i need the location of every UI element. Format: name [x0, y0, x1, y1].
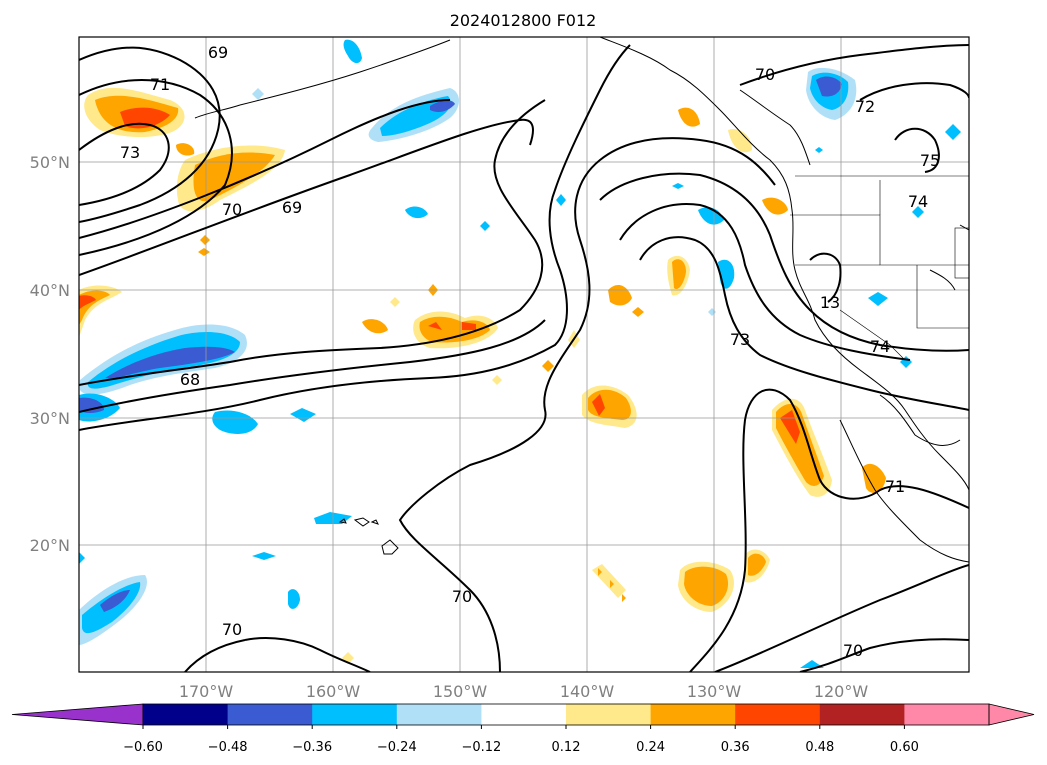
colorbar-bin [566, 704, 652, 725]
contour-label: 70 [222, 620, 242, 639]
colorbar-bin [227, 704, 313, 725]
contour-label: 68 [180, 370, 200, 389]
contour-label: 70 [755, 65, 775, 84]
colorbar-tick-label: −0.12 [461, 740, 501, 755]
contour-label: 71 [885, 477, 905, 496]
contour-label: 73 [120, 143, 140, 162]
colorbar-under-extension [11, 703, 144, 726]
colorbar-bin [819, 704, 905, 725]
anomaly-shading [79, 39, 961, 668]
colorbar: −0.60 −0.48 −0.36 −0.24 −0.12 0.12 0.24 0.36 0.4… [11, 703, 1035, 755]
contour-labels: 69 71 73 70 69 68 70 70 70 73 74 13 74 7… [120, 43, 940, 660]
gridlines [79, 37, 969, 672]
latitude-labels: 50°N 40°N 30°N 20°N [30, 153, 70, 555]
colorbar-bin [904, 704, 990, 725]
lon-label: 120°W [814, 682, 869, 701]
contour-label: 75 [920, 151, 940, 170]
contour-label: 69 [208, 43, 228, 62]
colorbar-bin [312, 704, 398, 725]
map-panel: 69 71 73 70 69 68 70 70 70 73 74 13 74 7… [79, 37, 969, 672]
colorbar-tick-label: 0.36 [721, 740, 750, 755]
coastlines [194, 37, 969, 563]
lat-label: 30°N [30, 409, 70, 428]
contour-label: 74 [870, 337, 890, 356]
colorbar-tick-label: −0.24 [377, 740, 417, 755]
lon-label: 130°W [687, 682, 742, 701]
colorbar-bin [143, 704, 229, 725]
state-borders [790, 175, 969, 361]
contour-label: 74 [908, 192, 928, 211]
contour-label: 13 [820, 293, 840, 312]
contour-label: 73 [730, 330, 750, 349]
contour-label: 71 [150, 75, 170, 94]
map-frame [78, 36, 970, 673]
colorbar-tick-label: −0.60 [123, 740, 163, 755]
lat-label: 40°N [30, 281, 70, 300]
colorbar-bin [396, 704, 482, 725]
lon-label: 150°W [433, 682, 488, 701]
lat-label: 50°N [30, 153, 70, 172]
map-title: 2024012800 F012 [450, 11, 597, 30]
colorbar-tick-label: 0.48 [805, 740, 834, 755]
colorbar-over-extension [988, 703, 1035, 726]
contour-label: 70 [843, 641, 863, 660]
longitude-labels: 170°W 160°W 150°W 140°W 130°W 120°W [179, 682, 869, 701]
colorbar-bin [481, 704, 567, 725]
colorbar-tick-label: −0.36 [292, 740, 332, 755]
contour-label: 70 [452, 587, 472, 606]
colorbar-tick-label: 0.60 [890, 740, 919, 755]
contour-label: 69 [282, 198, 302, 217]
colorbar-bin [650, 704, 736, 725]
contours [79, 44, 969, 672]
contour-label: 70 [222, 200, 242, 219]
lon-label: 160°W [306, 682, 361, 701]
contour-label: 72 [855, 97, 875, 116]
colorbar-tick-label: −0.48 [208, 740, 248, 755]
colorbar-bin [735, 704, 821, 725]
colorbar-tick-label: 0.24 [636, 740, 665, 755]
lon-label: 170°W [179, 682, 234, 701]
colorbar-tick-label: 0.12 [552, 740, 581, 755]
hawaii-islands [338, 517, 399, 555]
lat-label: 20°N [30, 536, 70, 555]
lon-label: 140°W [560, 682, 615, 701]
